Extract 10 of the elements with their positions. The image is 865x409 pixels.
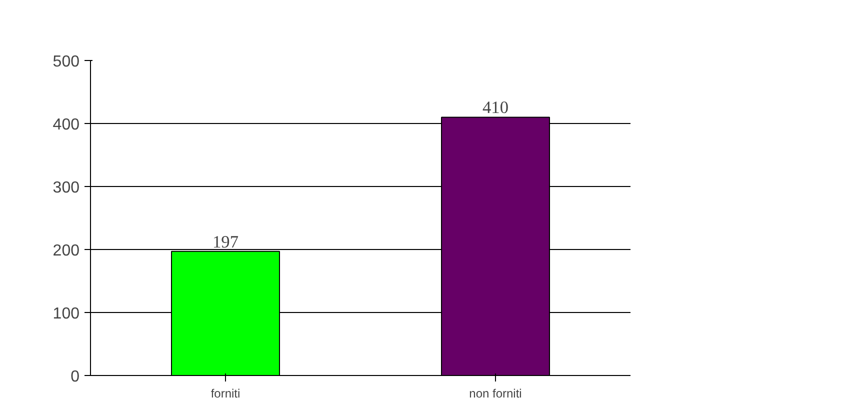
x-tick-label: non forniti	[469, 386, 522, 400]
y-tick-label: 500	[52, 54, 80, 70]
y-tick-label: 0	[70, 368, 80, 386]
y-tick-label: 300	[52, 180, 80, 196]
y-tick-label: 200	[52, 242, 80, 260]
y-tick-label: 100	[52, 306, 80, 322]
data-label: 410	[482, 98, 509, 118]
x-tick-label: forniti	[210, 386, 240, 400]
y-tick-label: 400	[52, 116, 80, 134]
data-label: 197	[212, 232, 239, 252]
